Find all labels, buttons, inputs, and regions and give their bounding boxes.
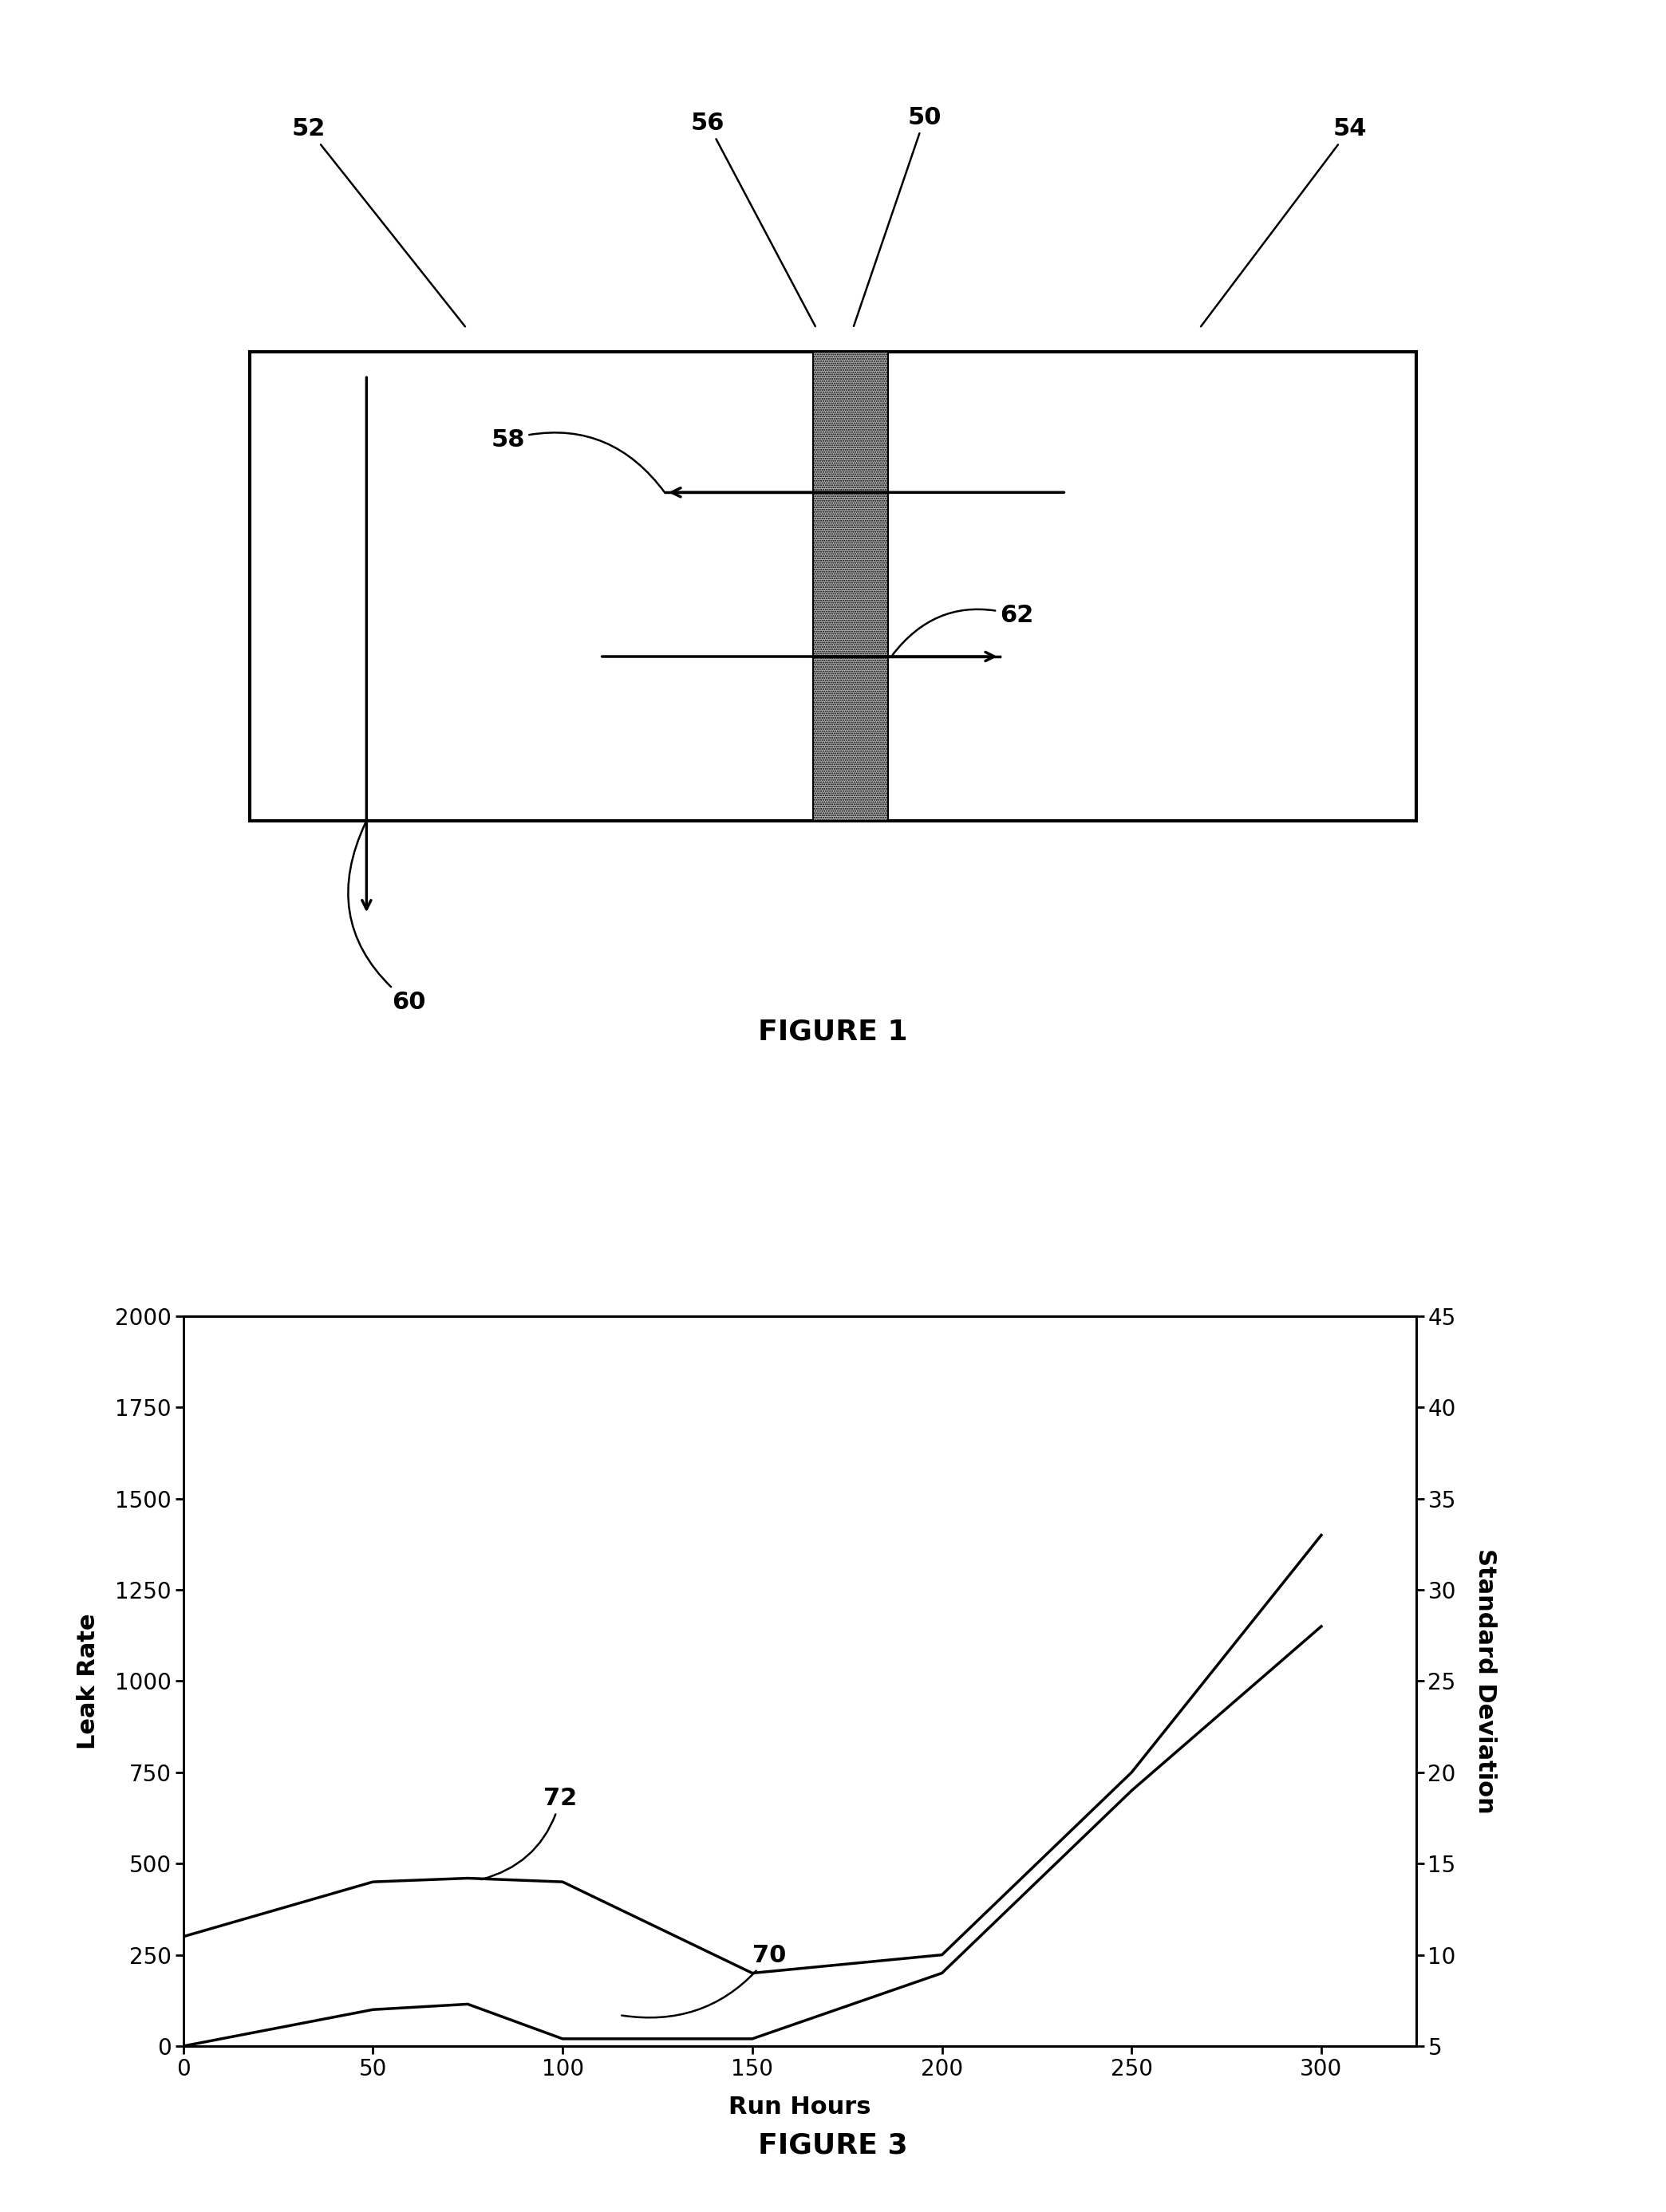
Text: 70: 70 xyxy=(621,1944,786,2017)
Bar xyxy=(250,352,1416,821)
Text: 62: 62 xyxy=(893,604,1033,655)
Text: 72: 72 xyxy=(481,1787,578,1880)
Text: 56: 56 xyxy=(691,111,815,327)
Text: 58: 58 xyxy=(491,429,665,493)
Text: FIGURE 3: FIGURE 3 xyxy=(758,2132,908,2159)
Text: 52: 52 xyxy=(292,117,465,327)
Text: 60: 60 xyxy=(348,823,425,1013)
Y-axis label: Standard Deviation: Standard Deviation xyxy=(1474,1548,1498,1814)
Y-axis label: Leak Rate: Leak Rate xyxy=(77,1613,100,1750)
Bar xyxy=(813,352,888,821)
Text: FIGURE 1: FIGURE 1 xyxy=(758,1018,908,1046)
X-axis label: Run Hours: Run Hours xyxy=(728,2095,871,2119)
Text: 50: 50 xyxy=(853,106,941,325)
Text: 54: 54 xyxy=(1201,117,1366,327)
